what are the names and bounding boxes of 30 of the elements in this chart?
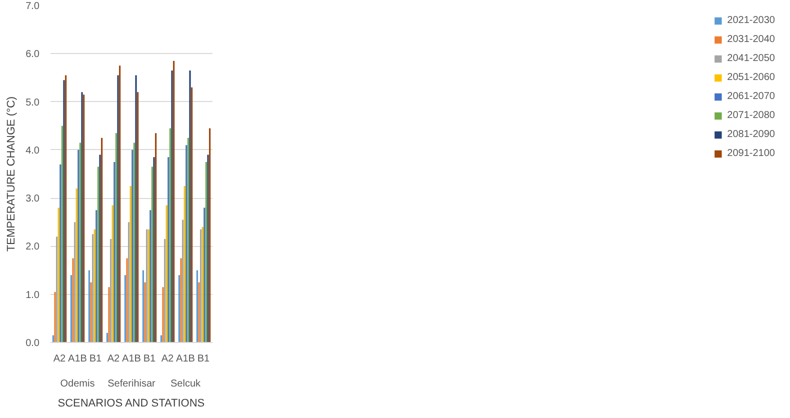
x-tick-label: B1 <box>197 354 210 364</box>
x-tick-label: A1B <box>122 354 142 364</box>
legend-label: 2051-2060 <box>727 72 775 83</box>
y-axis-title: TEMPERATURE CHANGE (°C) <box>6 96 18 252</box>
text: Selcuk <box>170 378 202 390</box>
legend-label: 2031-2040 <box>727 34 775 45</box>
x-tick-label: A1B <box>176 354 196 364</box>
x-tick-label: A2 <box>161 354 174 364</box>
y-tick-label: 2.0 <box>26 242 40 253</box>
x-tick-label: B1 <box>89 354 102 364</box>
legend-label: 2091-2100 <box>727 148 775 159</box>
y-tick-label: 4.0 <box>26 145 40 156</box>
legend-label: 2081-2090 <box>727 129 775 140</box>
text: Odemis <box>60 378 95 390</box>
legend-label: 2061-2070 <box>727 91 775 102</box>
x-tick-label: B1 <box>143 354 156 364</box>
y-tick-label: 6.0 <box>26 49 40 60</box>
legend-label: 2071-2080 <box>727 110 775 121</box>
x-tick-label: A1B <box>68 354 88 364</box>
y-tick-label: 7.0 <box>26 1 40 12</box>
y-tick-label: 3.0 <box>26 194 40 205</box>
y-tick-label: 0.0 <box>26 338 40 349</box>
legend-label: 2021-2030 <box>727 15 775 26</box>
x-tick-label: A2 <box>107 354 120 364</box>
x-axis-title: SCENARIOS AND STATIONS <box>58 398 205 410</box>
x-tick-label: A2 <box>53 354 66 364</box>
y-tick-label: 1.0 <box>26 290 40 301</box>
text: Seferihisar <box>108 378 156 390</box>
y-tick-label: 5.0 <box>26 97 40 108</box>
legend-label: 2041-2050 <box>727 53 775 64</box>
